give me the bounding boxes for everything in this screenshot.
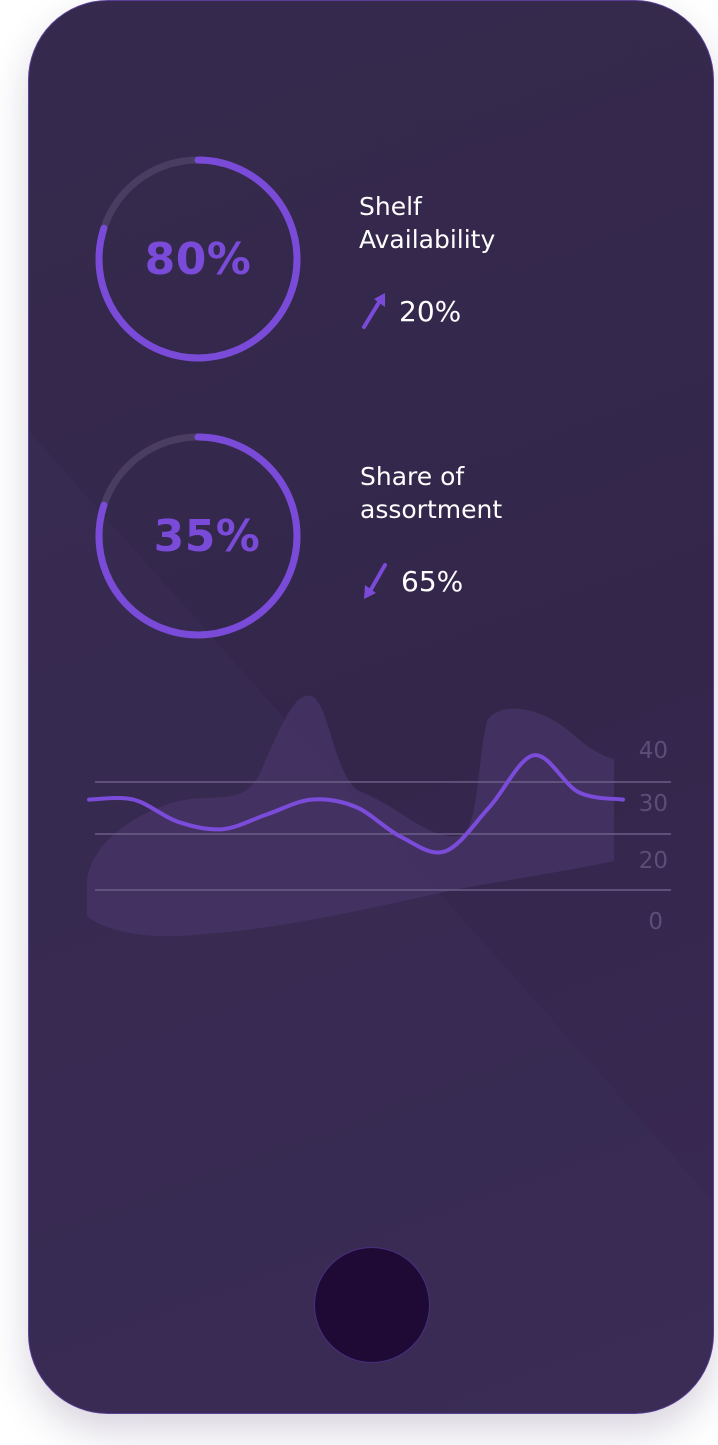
y-tick-label: 20 xyxy=(638,848,668,874)
gauge-value: 35% xyxy=(153,510,261,562)
gauge-progress-arc xyxy=(95,433,301,639)
trend-delta: 20% xyxy=(361,293,461,329)
metric-label: Shelf Availability xyxy=(359,190,495,256)
metric-label: Share of assortment xyxy=(360,460,502,526)
gauge-ring xyxy=(95,433,301,639)
shelf-availability-gauge: 80% xyxy=(91,152,305,366)
trend-delta: 65% xyxy=(363,563,463,599)
phone-frame: 80% Shelf Availability 20% 35% Share of … xyxy=(28,0,714,1414)
metric-label-line: assortment xyxy=(360,495,503,524)
share-of-assortment-gauge: 35% xyxy=(91,429,305,643)
arrow-up-icon xyxy=(362,293,385,329)
arrow-down-icon xyxy=(364,563,387,599)
y-tick-label: 30 xyxy=(638,791,668,817)
gauge-ring xyxy=(95,156,301,362)
home-button[interactable] xyxy=(314,1247,430,1363)
y-tick-label: 0 xyxy=(648,909,663,935)
delta-value: 65% xyxy=(401,564,464,598)
gauge-progress-arc xyxy=(95,156,301,362)
metric-label-line: Availability xyxy=(359,225,496,254)
gauge-value: 80% xyxy=(144,233,252,285)
metric-label-line: Shelf xyxy=(359,192,422,221)
y-tick-label: 40 xyxy=(638,738,668,764)
metric-label-line: Share of xyxy=(360,462,465,491)
delta-value: 20% xyxy=(399,294,462,328)
